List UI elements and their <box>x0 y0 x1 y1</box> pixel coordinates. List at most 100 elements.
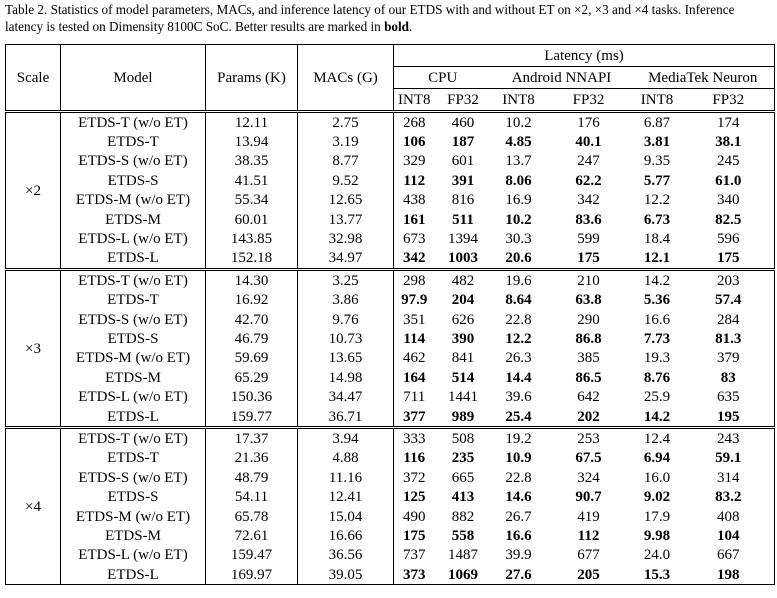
latency-cell: 298 <box>403 272 426 289</box>
macs-cell: 3.19 <box>297 132 394 152</box>
model-cell: ETDS-S <box>60 487 206 507</box>
precision-header: INT8 <box>502 91 535 108</box>
model-cell: ETDS-T <box>60 290 206 310</box>
latency-cell: 19.2 <box>505 430 532 447</box>
table-row: ETDS-S 54.11 12.41 125 413 14.6 90.7 9.02 83.2 <box>6 487 775 507</box>
latency-cell: 13.7 <box>505 153 532 170</box>
latency-cell: 4.85 <box>505 134 532 151</box>
params-cell: 54.11 <box>205 487 298 507</box>
params-cell: 72.61 <box>205 526 298 546</box>
table-row: ETDS-M 60.01 13.77 161 511 10.2 83.6 6.73 82.5 <box>6 209 775 230</box>
latency-cell: 391 <box>451 172 475 189</box>
latency-cell: 460 <box>451 114 475 131</box>
table-row: ETDS-M (w/o ET) 65.78 15.04 490 882 26.7 419 17… <box>6 506 775 527</box>
latency-cell: 3.81 <box>643 134 671 151</box>
latency-cell: 373 <box>403 566 426 583</box>
table: Scale Model Params (K) MACs (G) Latency … <box>5 44 776 586</box>
latency-cell: 17.9 <box>643 508 671 525</box>
latency-cell: 419 <box>577 508 600 525</box>
params-cell: 152.18 <box>205 248 298 270</box>
macs-cell: 12.41 <box>297 487 394 507</box>
latency-cell: 174 <box>717 114 740 131</box>
table-row: ETDS-L (w/o ET) 143.85 32.98 673 1394 30.3 599… <box>6 229 775 249</box>
macs-cell: 36.56 <box>297 545 394 565</box>
latency-cell: 511 <box>452 211 474 228</box>
macs-cell: 34.97 <box>297 248 394 270</box>
latency-cell: 90.7 <box>575 489 602 506</box>
header-cell: Model <box>60 44 206 112</box>
latency-cell: 97.9 <box>401 292 428 309</box>
latency-cell: 1069 <box>448 566 478 583</box>
params-cell: 65.29 <box>205 368 298 388</box>
latency-cell: 112 <box>577 527 600 544</box>
latency-cell: 38.1 <box>715 134 742 151</box>
latency-cell: 12.2 <box>643 192 671 209</box>
latency-cell: 390 <box>451 330 475 347</box>
latency-cell: 112 <box>403 172 426 189</box>
latency-cell: 24.0 <box>643 547 671 564</box>
table-row: ETDS-S 46.79 10.73 114 390 12.2 86.8 7.73 81.3 <box>6 329 775 349</box>
latency-cell: 195 <box>717 408 740 425</box>
table-row: ETDS-M (w/o ET) 59.69 13.65 462 841 26.3 385 19… <box>6 348 775 369</box>
latency-cell: 18.4 <box>643 231 671 248</box>
table-row: ETDS-L (w/o ET) 150.36 34.47 711 1441 39.6 642… <box>6 387 775 407</box>
latency-cell: 377 <box>403 408 426 425</box>
latency-cell: 16.6 <box>505 527 532 544</box>
table-row: ETDS-L 159.77 36.71 377 989 25.4 202 14.2 195 <box>6 406 775 428</box>
latency-cell: 202 <box>577 408 600 425</box>
latency-cell: 10.2 <box>505 211 532 228</box>
latency-cell: 243 <box>717 430 740 447</box>
latency-cell: 1487 <box>448 547 478 564</box>
latency-cell: 235 <box>451 450 475 467</box>
precision-header: FP32 <box>447 91 479 108</box>
latency-cell: 462 <box>403 350 426 367</box>
platform-header: CPU <box>393 66 492 89</box>
latency-cell: 6.94 <box>643 450 671 467</box>
latency-cell: 125 <box>403 489 426 506</box>
latency-cell: 106 <box>403 134 426 151</box>
header-cell: Scale <box>5 44 61 112</box>
latency-cell: 342 <box>403 250 426 267</box>
header-cell: MACs (G) <box>297 44 394 112</box>
latency-cell: 16.0 <box>643 469 671 486</box>
latency-cell: 20.6 <box>505 250 532 267</box>
params-cell: 65.78 <box>205 506 298 527</box>
params-cell: 48.79 <box>205 468 298 488</box>
latency-cell: 379 <box>717 350 740 367</box>
table-row: ×3 ETDS-T (w/o ET) 14.30 3.25 298 482 19.6 210 1… <box>5 269 775 428</box>
latency-cell: 673 <box>403 231 426 248</box>
model-cell: ETDS-S (w/o ET) <box>60 468 206 488</box>
macs-cell: 15.04 <box>297 506 394 527</box>
model-cell: ETDS-S (w/o ET) <box>60 151 206 172</box>
macs-cell: 16.66 <box>297 526 394 546</box>
latency-cell: 626 <box>451 311 475 328</box>
platform-header: Android NNAPI <box>491 66 632 89</box>
latency-cell: 5.36 <box>643 292 671 309</box>
latency-cell: 203 <box>717 272 740 289</box>
latency-cell: 26.7 <box>505 508 532 525</box>
params-cell: 42.70 <box>205 309 298 330</box>
model-cell: ETDS-T <box>60 132 206 152</box>
model-cell: ETDS-M (w/o ET) <box>60 506 206 527</box>
model-cell: ETDS-T (w/o ET) <box>60 111 206 133</box>
macs-cell: 10.73 <box>297 329 394 349</box>
latency-cell: 514 <box>451 369 475 386</box>
latency-cell: 14.4 <box>505 369 532 386</box>
macs-cell: 36.71 <box>297 406 394 428</box>
header-row: Scale Model Params (K) MACs (G) Latency … <box>5 44 775 112</box>
latency-cell: 8.64 <box>505 292 532 309</box>
latency-cell: 372 <box>403 469 426 486</box>
model-cell: ETDS-M (w/o ET) <box>60 348 206 369</box>
latency-cell: 59.1 <box>715 450 742 467</box>
latency-cell: 86.5 <box>575 369 602 386</box>
table-row: ETDS-M 72.61 16.66 175 558 16.6 112 9.98 104 <box>6 526 775 546</box>
latency-cell: 324 <box>577 469 600 486</box>
params-cell: 17.37 <box>205 427 298 449</box>
table-row: ETDS-S (w/o ET) 42.70 9.76 351 626 22.8 290 16.… <box>6 309 775 330</box>
precision-header: INT8 <box>398 91 431 108</box>
params-cell: 55.34 <box>205 190 298 210</box>
latency-cell: 26.3 <box>505 350 532 367</box>
params-cell: 60.01 <box>205 209 298 230</box>
model-cell: ETDS-M <box>60 526 206 546</box>
latency-cell: 665 <box>451 469 475 486</box>
